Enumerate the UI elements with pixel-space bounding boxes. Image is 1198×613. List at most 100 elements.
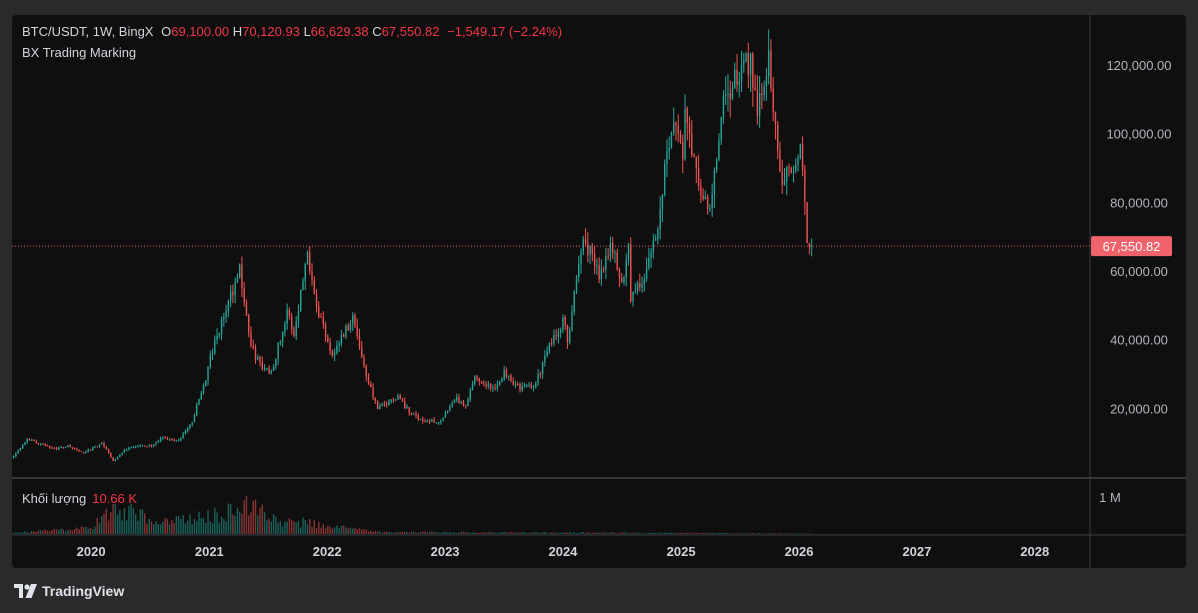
volume-bar bbox=[358, 528, 361, 534]
candle-body bbox=[157, 441, 159, 443]
volume-bar bbox=[578, 532, 580, 534]
volume-bar bbox=[693, 532, 695, 534]
volume-bar bbox=[404, 532, 406, 534]
candle-body bbox=[650, 252, 652, 258]
candle-body bbox=[530, 384, 533, 388]
volume-bar bbox=[462, 531, 465, 534]
volume-bar bbox=[501, 532, 503, 534]
candle-body bbox=[110, 453, 112, 458]
volume-bar bbox=[114, 504, 117, 534]
high-value: 70,120.93 bbox=[242, 24, 300, 39]
volume-bar bbox=[277, 522, 279, 534]
candle-body bbox=[700, 185, 702, 196]
candle-body bbox=[401, 399, 404, 402]
candle-body bbox=[112, 457, 114, 462]
candle-body bbox=[304, 264, 306, 281]
candle-body bbox=[770, 50, 772, 89]
candle-body bbox=[211, 353, 214, 355]
candle-body bbox=[569, 330, 571, 343]
tradingview-logo-icon bbox=[14, 584, 37, 598]
candle-body bbox=[702, 195, 704, 200]
volume-bar bbox=[26, 532, 28, 534]
volume-bar bbox=[514, 532, 517, 534]
candle-body bbox=[460, 401, 462, 403]
candle-body bbox=[101, 443, 103, 445]
candle-body bbox=[345, 325, 347, 337]
candle-body bbox=[496, 384, 499, 389]
volume-bar bbox=[537, 532, 539, 534]
volume-bar bbox=[801, 533, 804, 535]
volume-bar bbox=[736, 533, 738, 534]
volume-bar bbox=[526, 532, 528, 534]
x-tick-label: 2023 bbox=[431, 544, 460, 559]
volume-bar bbox=[392, 532, 395, 534]
candle-body bbox=[727, 93, 729, 95]
volume-bar bbox=[498, 532, 501, 534]
volume-bar bbox=[596, 532, 598, 534]
volume-legend[interactable]: Khối lượng 10.66 K bbox=[22, 491, 137, 506]
volume-bar bbox=[46, 530, 49, 534]
candle-body bbox=[451, 402, 453, 407]
volume-bar bbox=[89, 527, 92, 534]
candle-body bbox=[76, 449, 78, 451]
volume-bar bbox=[24, 531, 26, 534]
tradingview-footer[interactable]: TradingView bbox=[14, 583, 124, 599]
volume-bar bbox=[132, 507, 135, 534]
x-tick-label: 2026 bbox=[785, 544, 814, 559]
volume-bar bbox=[372, 531, 374, 534]
candle-body bbox=[501, 379, 503, 382]
symbol-label[interactable]: BTC/USDT, 1W, BingX bbox=[22, 24, 154, 39]
candle-body bbox=[691, 132, 693, 156]
volume-bar bbox=[153, 524, 155, 534]
volume-bar bbox=[679, 532, 682, 534]
volume-bar bbox=[743, 533, 745, 534]
candle-body bbox=[677, 125, 679, 134]
candle-body bbox=[605, 255, 607, 270]
candle-body bbox=[587, 242, 589, 256]
volume-bar bbox=[71, 530, 74, 534]
volume-bar bbox=[467, 532, 469, 534]
volume-bar bbox=[772, 533, 774, 534]
volume-bar bbox=[740, 533, 743, 534]
volume-bar bbox=[139, 509, 141, 534]
candle-body bbox=[740, 65, 743, 82]
volume-bar bbox=[279, 520, 282, 534]
candle-body bbox=[272, 366, 275, 372]
volume-bar bbox=[12, 533, 15, 534]
volume-bar bbox=[49, 531, 51, 534]
candle-body bbox=[636, 283, 639, 292]
volume-bar bbox=[157, 524, 159, 534]
candle-body bbox=[318, 306, 320, 317]
volume-bar bbox=[584, 532, 587, 534]
candle-body bbox=[329, 342, 331, 352]
indicator-label[interactable]: BX Trading Marking bbox=[22, 45, 137, 60]
candle-body bbox=[300, 290, 302, 312]
volume-bar bbox=[602, 532, 605, 534]
chart-canvas[interactable]: 20,000.00 40,000.00 60,000.00 80,000.00 100,… bbox=[12, 15, 1186, 568]
candle-body bbox=[379, 405, 381, 410]
candle-body bbox=[404, 401, 406, 409]
open-label: O bbox=[161, 24, 172, 39]
candle-body bbox=[40, 443, 42, 445]
candle-body bbox=[618, 269, 621, 278]
volume-bar bbox=[30, 530, 33, 534]
candle-body bbox=[295, 321, 297, 337]
candle-body bbox=[431, 419, 433, 422]
volume-bar bbox=[191, 524, 193, 534]
volume-bar bbox=[137, 520, 139, 534]
volume-bar bbox=[607, 533, 609, 534]
volume-bar bbox=[397, 532, 399, 534]
candle-body bbox=[453, 400, 456, 403]
candle-body bbox=[578, 264, 580, 278]
volume-bar bbox=[566, 532, 569, 534]
volume-bar bbox=[517, 532, 519, 534]
candle-body bbox=[293, 328, 295, 337]
candle-body bbox=[35, 441, 37, 444]
candle-body bbox=[566, 325, 569, 343]
candle-body bbox=[758, 93, 761, 116]
candle-body bbox=[507, 375, 510, 377]
volume-bar bbox=[688, 532, 691, 534]
volume-bar bbox=[327, 525, 329, 534]
candle-body bbox=[361, 347, 363, 358]
candle-body bbox=[557, 332, 560, 337]
